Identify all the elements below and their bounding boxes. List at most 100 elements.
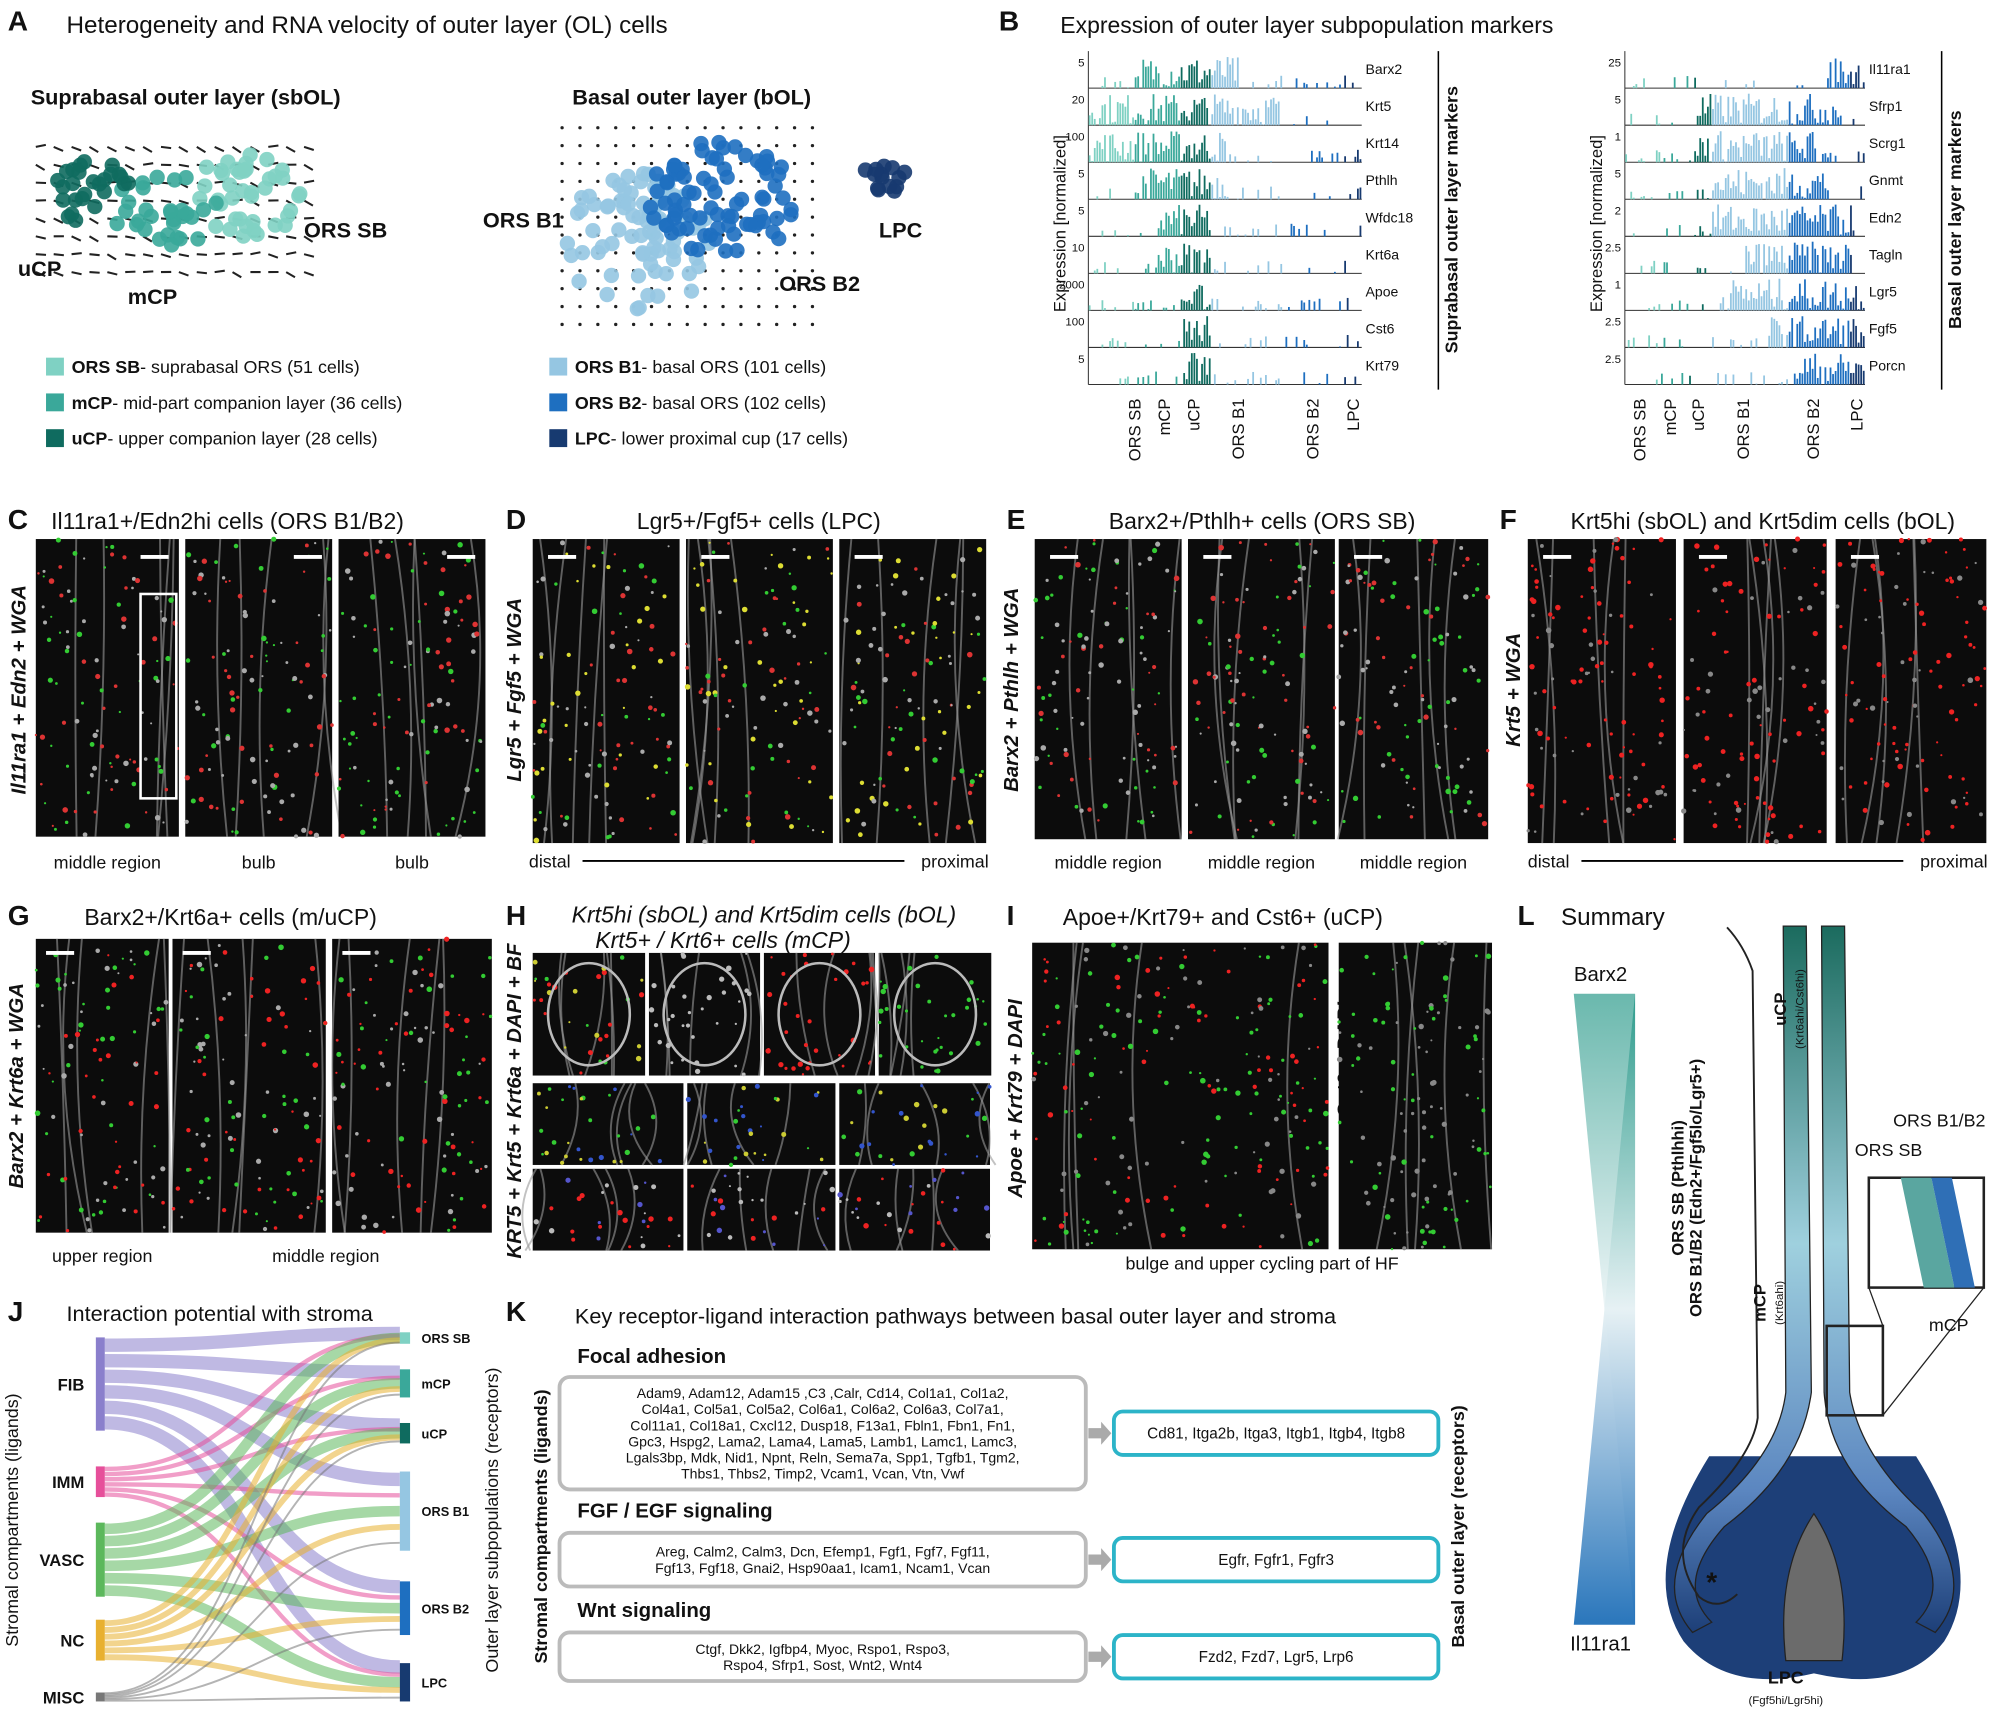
signal [604,782,610,788]
group-label: Basal outer layer markers [1945,110,1965,329]
signal [967,790,973,796]
signal [105,1053,111,1059]
tick-label: 5 [1078,169,1084,181]
signal [823,1170,828,1176]
signal [1305,734,1311,739]
region-sublabel: (Krt6ahi) [1774,1281,1786,1325]
signal [635,1126,641,1131]
tick-label: 2.5 [1605,354,1621,366]
cell [616,182,633,198]
signal [1144,1161,1149,1166]
cell [603,267,620,284]
cell [770,166,787,183]
membrane-stain [701,1168,721,1251]
signal [655,737,659,741]
signal [1534,727,1539,732]
signal [1601,680,1604,683]
signal [1036,685,1041,690]
signal [475,768,480,773]
signal [1537,730,1543,737]
signal [214,963,218,968]
flow [104,1541,400,1699]
signal [229,707,236,713]
axis-label: Outer layer subpopulations (receptors) [482,1368,502,1673]
signal [1592,548,1597,553]
signal [279,799,285,805]
signal [1376,725,1381,730]
membrane-stain [521,1168,538,1251]
signal [1312,798,1317,804]
signal [1094,1157,1097,1161]
signal [1204,1179,1208,1183]
signal [934,832,939,837]
velocity-arrow [125,235,136,240]
signal [1157,1014,1161,1018]
signal [65,1229,70,1233]
signal [1477,812,1483,818]
pathway-name: Wnt signaling [577,1600,711,1622]
signal [1040,745,1047,751]
membrane-stain [620,1168,636,1252]
signal [1301,945,1306,951]
signal [1772,759,1776,763]
velocity-arrow [268,144,279,148]
membrane-stain [94,539,106,837]
signal [360,804,363,807]
signal [750,766,755,771]
signal [1924,829,1931,836]
signal [1183,976,1188,981]
signal [1437,941,1441,946]
signal [353,765,357,770]
signal [551,1140,557,1145]
signal [1452,789,1458,795]
signal [239,745,245,751]
signal [1535,585,1539,589]
signal [1119,1154,1125,1160]
cell [657,195,673,211]
signal [1268,1068,1274,1073]
signal [667,757,672,762]
signal [133,1030,137,1034]
signal [942,730,947,735]
ligand-list: Rspo4, Sfrp1, Sost, Wnt2, Wnt4 [723,1657,922,1673]
signal [261,675,264,678]
signal [1147,759,1150,762]
signal [1716,782,1721,787]
source-node [95,1337,105,1431]
signal [62,807,68,813]
signal [764,590,769,595]
signal [939,1045,943,1049]
signal [579,1157,583,1161]
signal [196,961,203,968]
signal [1088,671,1092,675]
signal [1091,567,1096,573]
signal [51,824,54,827]
signal [1862,807,1868,813]
membrane-stain [429,938,446,1233]
signal [1372,1184,1378,1190]
signal [702,699,708,704]
signal [546,982,552,987]
cell [178,170,194,186]
source-label: IMM [52,1473,84,1492]
tick-label: 5 [1615,169,1621,181]
signal [1413,1027,1417,1030]
signal [1792,547,1798,553]
signal [1580,812,1584,816]
signal [1427,704,1432,710]
signal [1432,539,1438,545]
signal [1287,1101,1290,1104]
signal [879,980,882,983]
signal [131,781,137,787]
signal [888,726,891,729]
signal [1945,578,1949,582]
signal [685,642,688,646]
signal [700,1007,704,1011]
signal [1720,599,1725,603]
signal [920,1084,924,1088]
flow [104,1326,400,1352]
signal [1382,539,1385,542]
signal [242,1209,248,1214]
signal [612,766,618,771]
signal [87,1228,92,1233]
